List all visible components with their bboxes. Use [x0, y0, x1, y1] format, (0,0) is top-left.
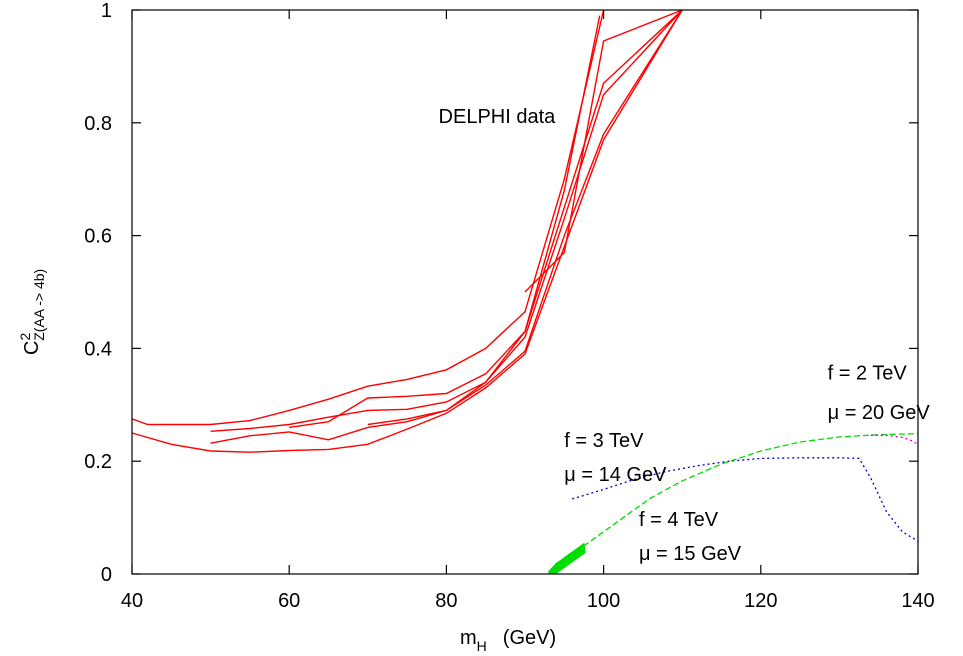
annotation-6: μ = 20 GeV [828, 402, 931, 424]
y-tick-label: 0 [101, 564, 112, 586]
annotation-5: f = 2 TeV [828, 362, 908, 384]
y-tick-label: 1 [101, 0, 112, 22]
x-tick-label: 60 [278, 590, 300, 612]
series-delphi-0 [131, 9, 605, 426]
series-delphi-3 [210, 9, 683, 432]
series-layer [131, 9, 919, 575]
ticks-layer: 40 60 80 100 120 140 0 0.2 0.4 0.6 0.8 1 [84, 0, 935, 612]
x-tick-label: 140 [901, 590, 934, 612]
series-delphi-1 [131, 9, 683, 453]
series-delphi-2 [210, 9, 683, 444]
x-tick-label: 80 [435, 590, 457, 612]
series-delphi-6 [524, 9, 683, 293]
series-f2-9 [870, 434, 919, 445]
y-tick-label: 0.8 [84, 113, 112, 135]
y-tick-label: 0.4 [84, 338, 112, 360]
annotation-0: DELPHI data [439, 106, 557, 128]
x-tick-label: 100 [587, 590, 620, 612]
series-f4-dense-region [547, 542, 586, 575]
y-tick-label: 0.6 [84, 226, 112, 248]
series-f3-7 [572, 457, 919, 542]
y-axis-label: C2Z(AA -> 4b) [17, 269, 47, 355]
x-tick-label: 120 [744, 590, 777, 612]
annotation-3: f = 4 TeV [639, 509, 719, 531]
x-tick-label: 40 [121, 590, 143, 612]
y-tick-label: 0.2 [84, 451, 112, 473]
annotation-layer: DELPHI data f = 3 TeV μ = 14 GeV f = 4 TeV μ… [439, 106, 931, 565]
series-f4-8 [548, 432, 919, 575]
series-delphi-5 [367, 15, 601, 426]
annotation-4: μ = 15 GeV [639, 543, 742, 565]
annotation-1: f = 3 TeV [564, 430, 644, 452]
annotation-2: μ = 14 GeV [564, 464, 667, 486]
plot-frame [131, 9, 919, 575]
x-axis-label: mH (GeV) [460, 627, 556, 654]
